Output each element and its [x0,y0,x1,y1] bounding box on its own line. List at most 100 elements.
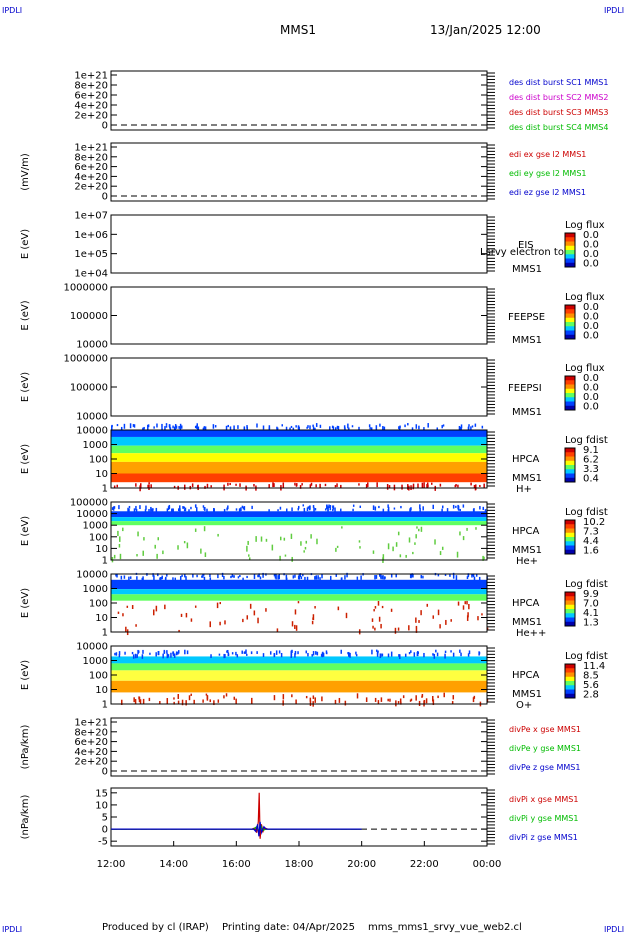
speckle-top [382,508,385,513]
energy-band-4 [111,461,487,474]
speckle-bottom [358,483,360,486]
speckle-top [297,507,300,511]
x-tick-label: 14:00 [159,859,188,870]
energy-band-2 [111,445,487,454]
speckle-top [218,653,221,656]
speckle-bottom [464,601,466,605]
speckle-top [474,423,477,427]
speckle-bottom [434,539,436,545]
speckle-top [177,508,180,512]
speckle-top [194,426,197,429]
colorbar-segment [565,672,575,678]
speckle-top [171,508,173,512]
instrument-label: FEEPSI [508,383,542,394]
speckle-top [294,653,296,658]
colorbar-segment [565,317,575,323]
y-tick-label: 0 [102,121,108,132]
colorbar-value: 0.4 [583,474,599,485]
speckle-top [470,426,472,430]
y-tick-label: 0 [102,767,108,778]
speckle-top [243,427,246,431]
speckle-top [278,574,281,580]
colorbar-value: 11.4 [583,661,605,672]
speckle-bottom [420,526,423,532]
speckle-top [194,504,197,507]
speckle-top [202,573,205,576]
speckle-top [195,507,198,512]
speckle-bottom [119,553,122,560]
speckle-top [115,652,118,656]
speckle-top [229,426,232,431]
speckle-bottom [367,482,369,487]
panel-eis: 1e+07 1e+06 1e+05 1e+04 E (eV) EIS MMS1 Lsrvy e… [20,211,605,280]
speckle-top [378,505,380,509]
speckle-top [116,424,119,427]
speckle-bottom [117,611,120,614]
colorbar-value: 1.3 [583,618,599,629]
speckle-bottom [380,623,382,629]
instrument-label: MMS1 [512,473,542,484]
speckle-bottom [373,609,375,612]
speckle-bottom [334,485,337,488]
colorbar-segment [565,401,575,407]
speckle-top [444,650,447,653]
speckle-bottom [421,482,424,488]
speckle-top [400,505,402,509]
y-tick-label: 8e+20 [74,727,108,738]
speckle-top [202,574,204,578]
speckle-top [111,507,114,511]
speckle-top [452,504,455,509]
speckle-top [196,425,198,430]
overlay-label: Lsrvy electron to [480,247,564,258]
spacecraft-title: MMS1 [280,23,316,37]
y-tick-label: 2e+20 [74,111,108,122]
footer-printing-date: Printing date: 04/Apr/2025 [222,922,355,933]
speckle-top [166,653,169,659]
speckle-bottom [477,616,479,621]
colorbar-segment [565,592,575,597]
speckle-bottom [418,700,421,706]
speckle-bottom [466,600,468,605]
speckle-bottom [283,537,286,541]
instrument-label: FEEPSE [508,312,545,323]
speckle-top [390,651,393,657]
y-tick-label: 2e+20 [74,757,108,768]
y-tick-label: 2e+20 [74,182,108,193]
speckle-top [311,654,313,657]
speckle-bottom [380,697,383,702]
colorbar-value: 9.1 [583,445,599,456]
speckle-top [436,427,439,431]
speckle-top [312,505,315,508]
speckle-top [262,425,265,430]
colorbar-segment [565,330,575,336]
speckle-bottom [284,554,287,557]
speckle-bottom [415,695,417,701]
speckle-top [351,425,354,428]
speckle-bottom [377,700,380,704]
speckle-bottom [273,695,276,701]
speckle-bottom [439,624,441,629]
x-tick-label: 22:00 [410,859,439,870]
speckle-top [227,505,229,510]
speckle-top [168,424,171,428]
y-tick-label: 15 [95,788,108,799]
speckle-bottom [138,696,140,700]
colorbar-value: 2.8 [583,690,599,701]
colorbar-title: Log fdist [565,579,608,590]
speckle-top [475,574,478,577]
speckle-top [212,507,215,513]
speckle-top [312,424,314,427]
speckle-top [233,425,235,430]
speckle-top [328,504,330,509]
spectrogram-hpca_o [111,649,489,707]
speckle-top [422,506,424,511]
speckle-top [161,575,163,580]
speckle-top [172,425,174,429]
speckle-top [297,425,300,430]
speckle-bottom [457,484,459,488]
speckle-top [449,574,451,577]
energy-band-5 [111,473,487,483]
speckle-bottom [319,483,321,488]
speckle-top [278,650,281,654]
